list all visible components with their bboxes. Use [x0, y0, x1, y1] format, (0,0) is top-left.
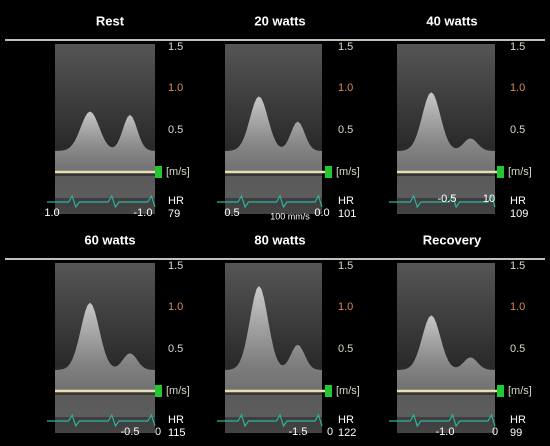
hr-label: HR: [510, 414, 526, 426]
scale-label: 1.5: [168, 260, 183, 272]
lower-band: [397, 176, 495, 198]
sweep-label: 0.0: [314, 207, 329, 219]
spectrum: [55, 302, 155, 391]
scale-label: 0.5: [338, 124, 353, 136]
scale-label: [m/s]: [166, 166, 190, 178]
sweep-label: -1.0: [436, 426, 455, 438]
scale-label: [m/s]: [336, 166, 360, 178]
panel-title: Recovery: [423, 232, 482, 247]
sweep-label: 0: [327, 426, 333, 438]
scale-label: 0.5: [510, 124, 525, 136]
panel-title: 60 watts: [84, 232, 135, 247]
scale-marker: [155, 385, 162, 397]
ecg-trace: [217, 413, 323, 428]
panel-title: Rest: [96, 13, 125, 28]
scale-marker: [155, 166, 162, 178]
scale-marker: [497, 385, 504, 397]
spectrum: [225, 96, 322, 172]
hr-value: 122: [338, 427, 356, 439]
scale-label: [m/s]: [166, 385, 190, 397]
scale-label: 1.0: [510, 301, 525, 313]
sweep-label: 0: [155, 426, 161, 438]
scale-label: 1.0: [338, 301, 353, 313]
spectrum: [397, 315, 495, 391]
scale-label: 0.5: [510, 343, 525, 355]
hr-value: 115: [168, 427, 186, 439]
hr-label: HR: [168, 414, 184, 426]
panel-title: 80 watts: [254, 232, 305, 247]
scale-marker: [325, 166, 332, 178]
hr-value: 101: [338, 208, 356, 220]
spectrum: [397, 92, 495, 172]
sweep-label: 100 mm/s: [270, 211, 310, 221]
sweep-label: -0.5: [121, 426, 140, 438]
spectrum: [55, 111, 155, 172]
lower-band: [397, 395, 495, 417]
ecg-trace: [389, 194, 496, 209]
lower-band: [225, 176, 322, 198]
scale-label: 1.5: [338, 260, 353, 272]
ecg-trace: [47, 194, 156, 209]
scale-label: 1.5: [510, 260, 525, 272]
ecg-trace: [389, 413, 496, 428]
sweep-label: -1.5: [289, 426, 308, 438]
hr-value: 99: [510, 427, 522, 439]
lower-band: [55, 395, 155, 417]
scale-label: 0.5: [168, 124, 183, 136]
scale-marker: [325, 385, 332, 397]
ecg-trace: [47, 413, 156, 428]
scale-marker: [497, 166, 504, 178]
scale-label: 1.5: [338, 41, 353, 53]
scale-label: [m/s]: [336, 385, 360, 397]
sweep-label: -1.0: [134, 207, 153, 219]
sweep-label: 10: [483, 193, 495, 205]
hr-label: HR: [510, 195, 526, 207]
lower-band: [225, 395, 322, 417]
scale-label: 0.5: [338, 343, 353, 355]
spectrum: [225, 286, 322, 391]
scale-label: 1.0: [168, 301, 183, 313]
lower-band: [55, 176, 155, 198]
panel-title: 40 watts: [426, 13, 477, 28]
sweep-label: 0: [492, 426, 498, 438]
scale-label: 1.5: [168, 41, 183, 53]
hr-label: HR: [168, 195, 184, 207]
ecg-trace: [217, 194, 323, 209]
scale-label: 1.0: [168, 82, 183, 94]
sweep-label: 0.5: [224, 207, 239, 219]
panel-title: 20 watts: [254, 13, 305, 28]
sweep-label: -0.5: [438, 193, 457, 205]
scale-label: [m/s]: [508, 385, 532, 397]
hr-value: 79: [168, 208, 180, 220]
hr-label: HR: [338, 195, 354, 207]
hr-value: 109: [510, 208, 528, 220]
scale-label: 1.0: [338, 82, 353, 94]
sweep-label: 1.0: [44, 207, 59, 219]
scale-label: 1.5: [510, 41, 525, 53]
hr-label: HR: [338, 414, 354, 426]
scale-label: 1.0: [510, 82, 525, 94]
scale-label: 0.5: [168, 343, 183, 355]
scale-label: [m/s]: [508, 166, 532, 178]
